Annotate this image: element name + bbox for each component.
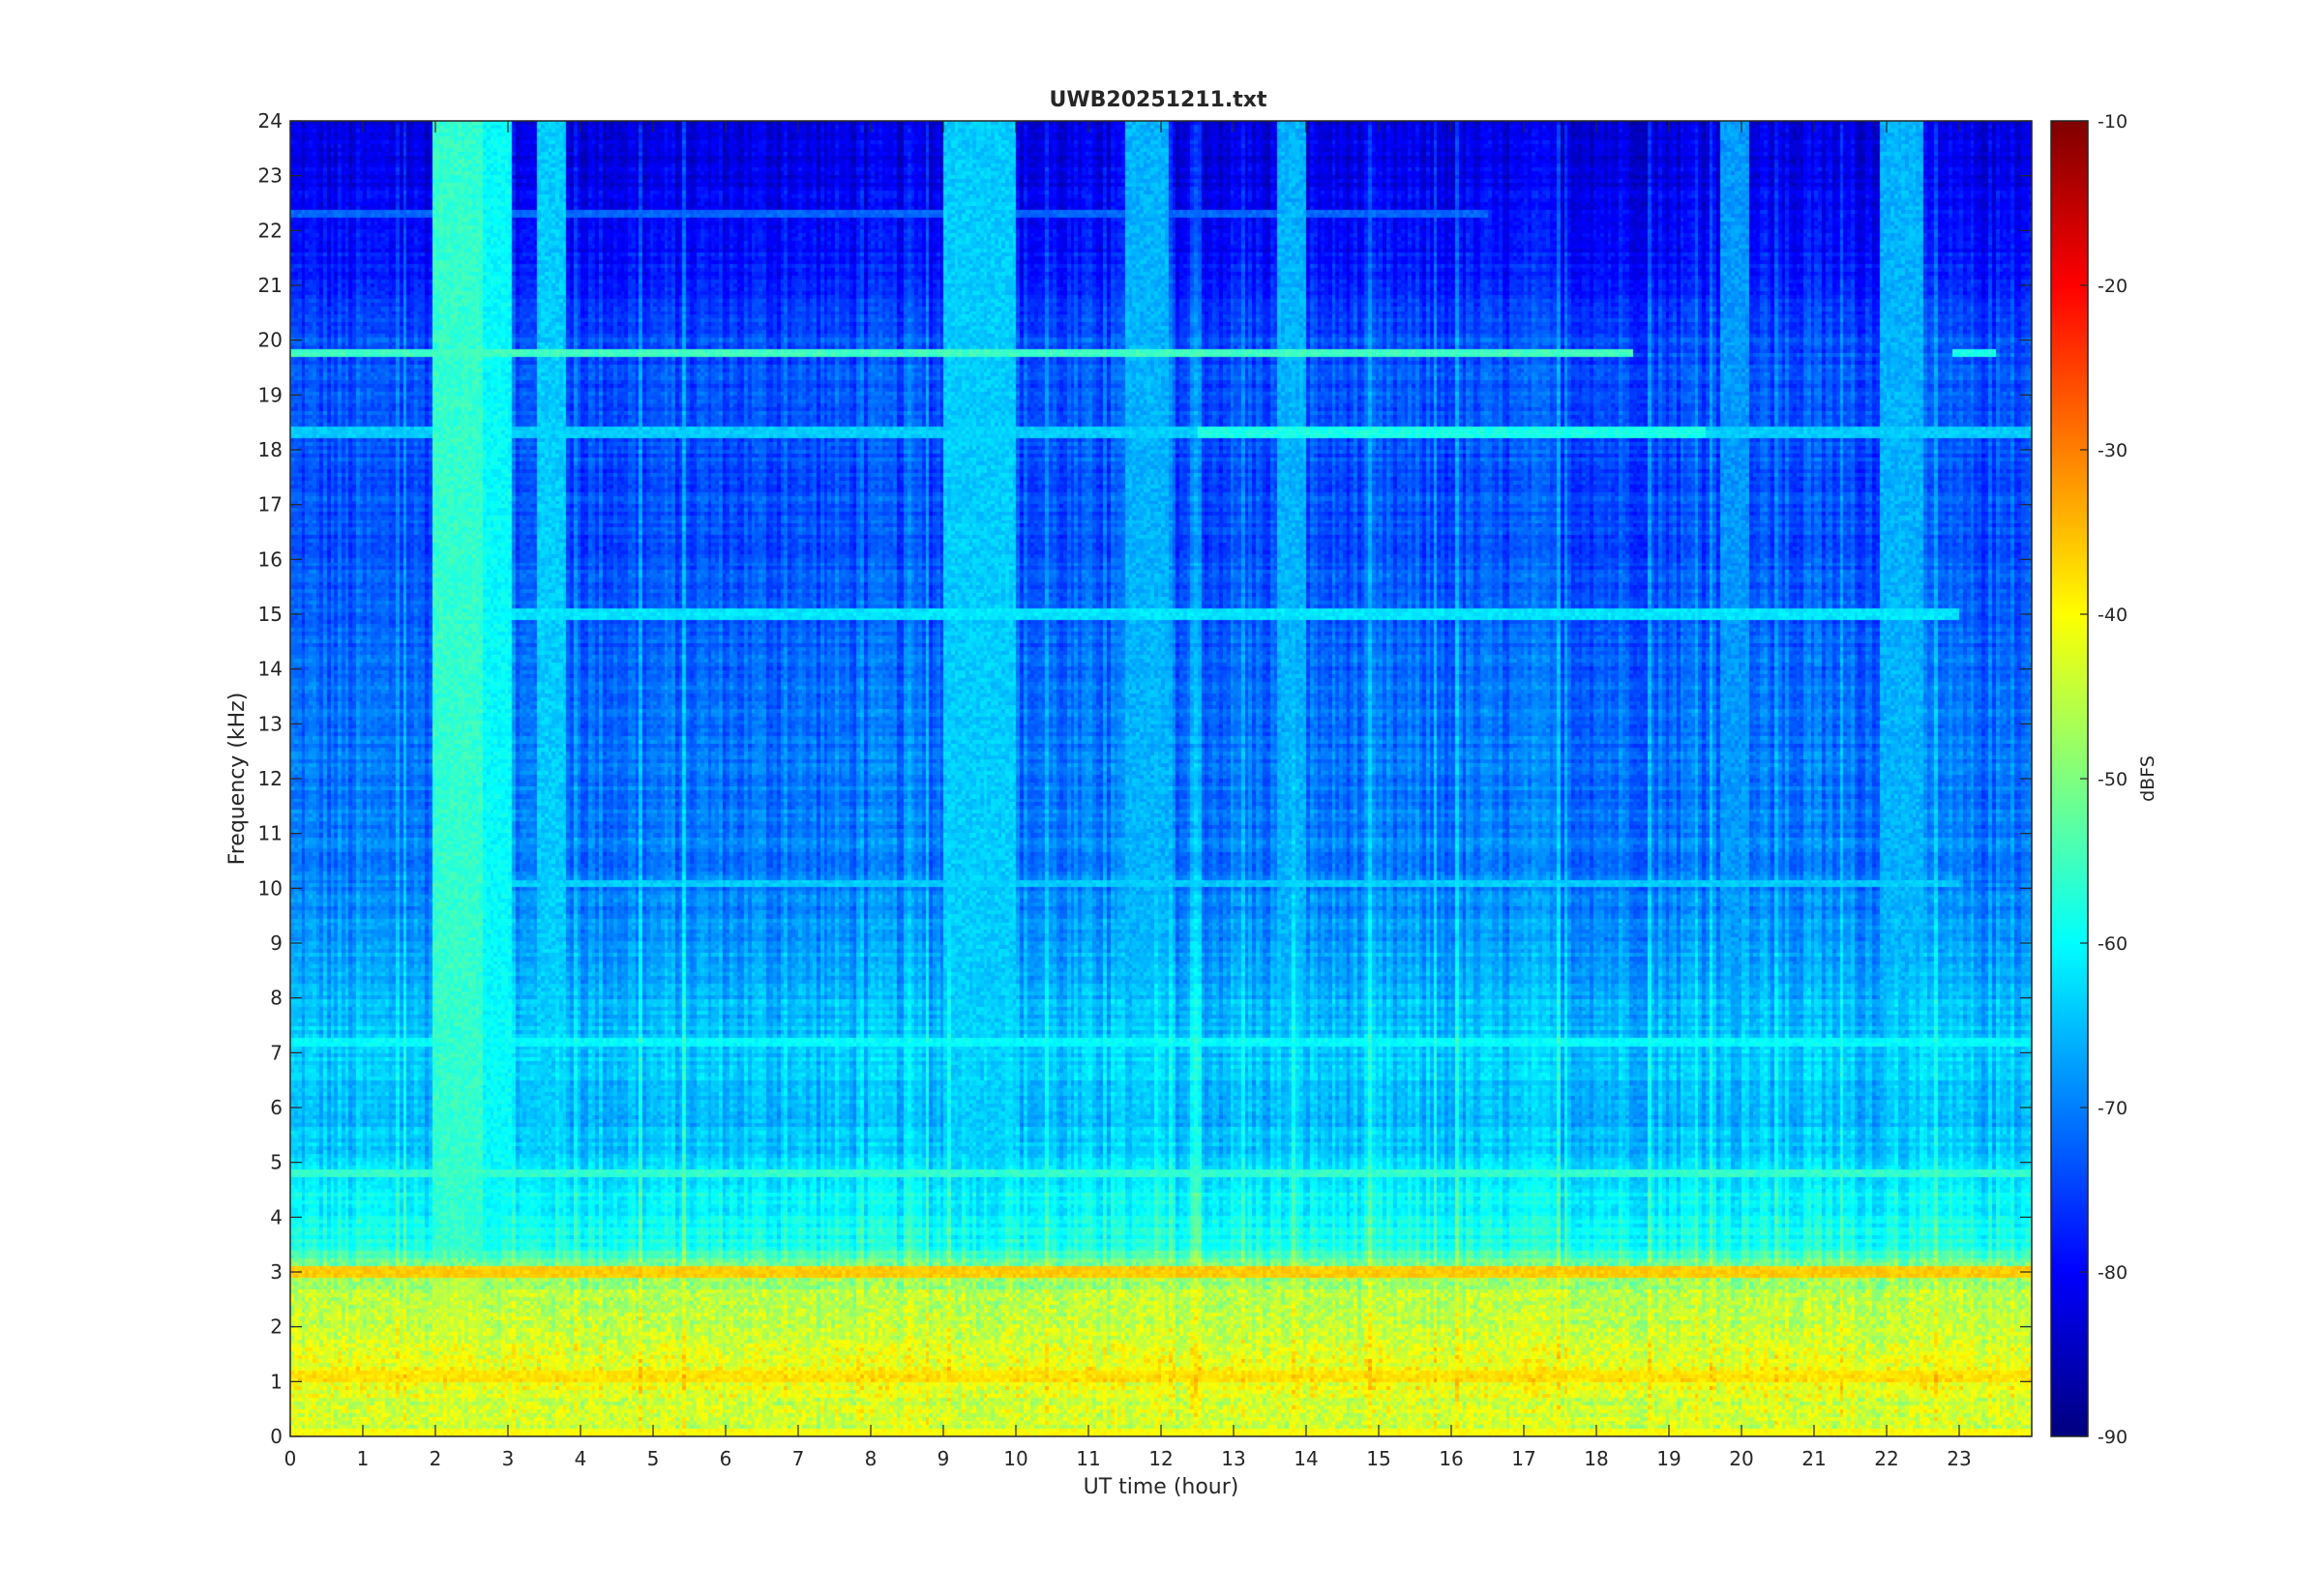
x-tick-label: 5 [647,1447,660,1470]
x-tick-label: 20 [1729,1447,1753,1470]
y-tick-label: 6 [270,1096,283,1119]
y-tick-label: 10 [258,876,283,900]
colorbar-ticks: -10 -20 -30 -40 -50 -60 -70 -80 -90 [2080,111,2128,1448]
x-tick-label: 15 [1366,1447,1390,1470]
y-tick-label: 19 [258,383,283,406]
x-axis-ticks: 0 1 2 3 4 5 6 7 8 9 10 11 12 13 14 15 16 17 18 19 20 21 22 23 [284,121,1972,1470]
x-tick-label: 0 [284,1447,297,1470]
y-tick-label: 14 [258,658,283,681]
plot-area [290,121,2032,1436]
colorbar-tick-label: -50 [2098,769,2128,790]
x-tick-label: 10 [1003,1447,1027,1470]
y-tick-label: 11 [258,822,283,845]
y-tick-label: 24 [258,109,283,133]
colorbar-tick-label: -70 [2098,1098,2128,1119]
colorbar-tick-label: -60 [2098,933,2128,955]
colorbar-tick-label: -10 [2098,111,2128,133]
y-tick-label: 8 [270,987,283,1010]
y-tick-label: 20 [258,329,283,352]
x-tick-label: 12 [1148,1447,1173,1470]
x-tick-label: 6 [720,1447,732,1470]
x-tick-label: 17 [1511,1447,1535,1470]
y-tick-label: 16 [258,547,283,571]
y-tick-label: 1 [270,1370,283,1393]
x-tick-label: 18 [1584,1447,1608,1470]
x-tick-label: 4 [575,1447,587,1470]
y-tick-label: 22 [258,219,283,242]
x-tick-label: 1 [357,1447,370,1470]
y-tick-label: 23 [258,164,283,188]
colorbar-tick-label: -40 [2098,605,2128,626]
x-tick-label: 3 [502,1447,515,1470]
spectrogram-heatmap [290,121,2032,1436]
x-tick-label: 2 [430,1447,442,1470]
colorbar-tick-label: -30 [2098,440,2128,461]
y-tick-label: 7 [270,1041,283,1064]
x-tick-label: 13 [1221,1447,1245,1470]
colorbar-tick-label: -80 [2098,1262,2128,1284]
x-tick-label: 21 [1801,1447,1826,1470]
y-tick-label: 9 [270,931,283,955]
x-tick-label: 7 [792,1447,805,1470]
y-tick-label: 3 [270,1260,283,1284]
x-tick-label: 16 [1439,1447,1463,1470]
colorbar-tick-label: -90 [2098,1427,2128,1448]
x-tick-label: 22 [1874,1447,1898,1470]
colorbar-tick-label: -20 [2098,276,2128,297]
y-tick-label: 21 [258,274,283,297]
x-tick-label: 11 [1076,1447,1100,1470]
y-tick-label: 17 [258,493,283,517]
y-tick-label: 0 [270,1425,283,1448]
y-axis-label: Frequency (kHz) [225,693,250,866]
y-tick-label: 15 [258,603,283,626]
y-tick-label: 13 [258,712,283,735]
y-tick-label: 18 [258,438,283,461]
y-tick-label: 5 [270,1151,283,1174]
x-axis-label: UT time (hour) [1084,1475,1239,1499]
chart-title: UWB20251211.txt [1050,88,1267,112]
y-tick-label: 4 [270,1205,283,1228]
y-tick-label: 2 [270,1315,283,1339]
colorbar-label: dBFS [2137,755,2158,802]
y-tick-label: 12 [258,767,283,790]
x-tick-label: 8 [865,1447,878,1470]
x-tick-label: 14 [1294,1447,1318,1470]
x-tick-label: 9 [938,1447,950,1470]
x-tick-label: 23 [1947,1447,1971,1470]
x-tick-label: 19 [1656,1447,1681,1470]
